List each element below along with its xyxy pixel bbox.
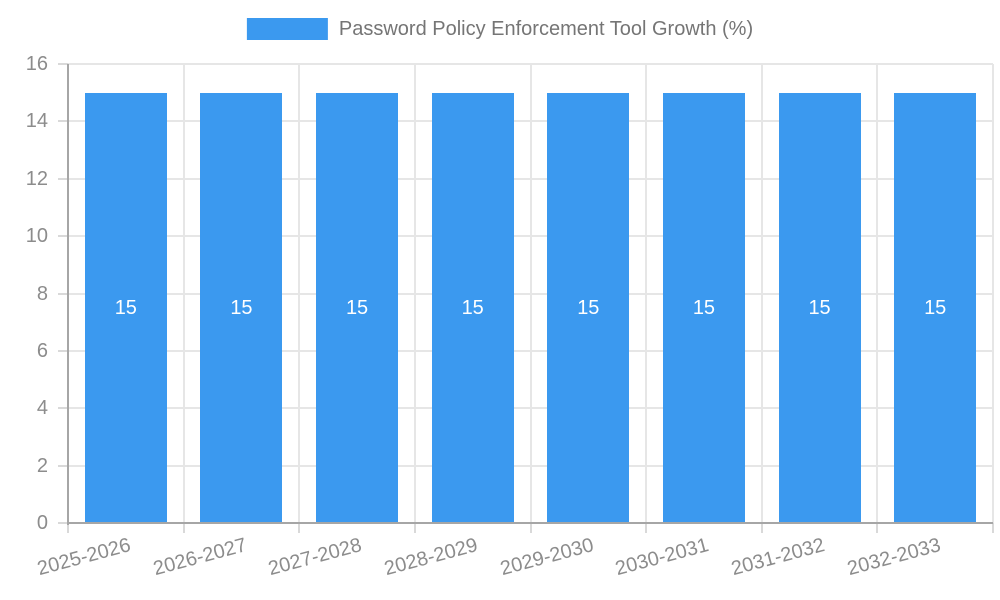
gridline: [298, 64, 301, 523]
bar[interactable]: [547, 92, 630, 522]
gridline: [760, 64, 763, 523]
x-axis-tick-label: 2026-2027: [150, 534, 249, 581]
y-axis-tick-label: 12: [25, 167, 48, 190]
bar-value-label: 15: [808, 296, 831, 319]
legend-label: Password Policy Enforcement Tool Growth …: [338, 18, 754, 40]
gridline: [645, 64, 648, 523]
y-axis-tick-label: 6: [36, 339, 48, 362]
gridline: [529, 64, 532, 523]
gridline: [992, 64, 994, 523]
x-axis-tick-label: 2025-2026: [35, 534, 134, 581]
x-axis-tick-mark: [413, 523, 416, 533]
gridline: [876, 64, 879, 523]
y-axis-tick-label: 0: [36, 512, 48, 534]
bar[interactable]: [778, 92, 861, 522]
x-axis-line: [68, 522, 993, 524]
bar-value-label: 15: [230, 296, 253, 319]
gridline: [182, 64, 185, 523]
bar[interactable]: [200, 92, 283, 522]
y-axis-tick-label: 16: [25, 53, 48, 75]
x-axis-tick-mark: [182, 523, 185, 533]
x-axis-tick-label: 2030-2031: [613, 534, 712, 581]
x-axis-tick-label: 2032-2033: [844, 534, 943, 581]
y-axis-tick-mark: [58, 292, 68, 295]
legend-swatch: [246, 18, 328, 40]
y-axis-tick-mark: [58, 63, 68, 65]
x-axis-tick-label: 2027-2028: [266, 534, 365, 581]
y-axis-tick-label: 2: [36, 454, 48, 477]
x-axis-tick-mark: [67, 523, 69, 533]
y-axis-line: [67, 64, 69, 525]
y-axis-tick-mark: [58, 522, 68, 524]
bar[interactable]: [431, 92, 514, 522]
y-axis-tick-mark: [58, 349, 68, 352]
x-axis-tick-label: 2029-2030: [497, 534, 596, 581]
bar-value-label: 15: [114, 296, 137, 319]
bar-value-label: 15: [345, 296, 369, 319]
bar-value-label: 15: [577, 296, 600, 319]
bar-value-label: 15: [461, 296, 484, 319]
bar[interactable]: [316, 92, 399, 522]
y-axis-tick-label: 10: [25, 225, 48, 248]
gridline: [413, 64, 416, 523]
y-axis-tick-label: 14: [25, 110, 48, 133]
bar-value-label: 15: [692, 296, 716, 319]
y-axis-tick-label: 8: [36, 282, 48, 305]
y-axis-tick-mark: [58, 177, 68, 180]
bar[interactable]: [662, 92, 745, 522]
y-axis-tick-mark: [58, 407, 68, 410]
x-axis-tick-mark: [992, 523, 994, 533]
x-axis-tick-label: 2028-2029: [382, 534, 481, 581]
x-axis-tick-mark: [876, 523, 879, 533]
bar[interactable]: [84, 92, 167, 522]
x-axis-tick-mark: [529, 523, 532, 533]
x-axis-tick-mark: [645, 523, 648, 533]
x-axis-tick-mark: [760, 523, 763, 533]
y-axis-tick-mark: [58, 120, 68, 123]
legend[interactable]: Password Policy Enforcement Tool Growth …: [246, 18, 754, 40]
bar-value-label: 15: [924, 296, 947, 319]
y-axis-tick-label: 4: [36, 397, 48, 420]
y-axis-tick-mark: [58, 464, 68, 467]
bar[interactable]: [894, 92, 977, 522]
y-axis-tick-mark: [58, 235, 68, 238]
x-axis-tick-label: 2031-2032: [728, 534, 827, 581]
x-axis-tick-mark: [298, 523, 301, 533]
